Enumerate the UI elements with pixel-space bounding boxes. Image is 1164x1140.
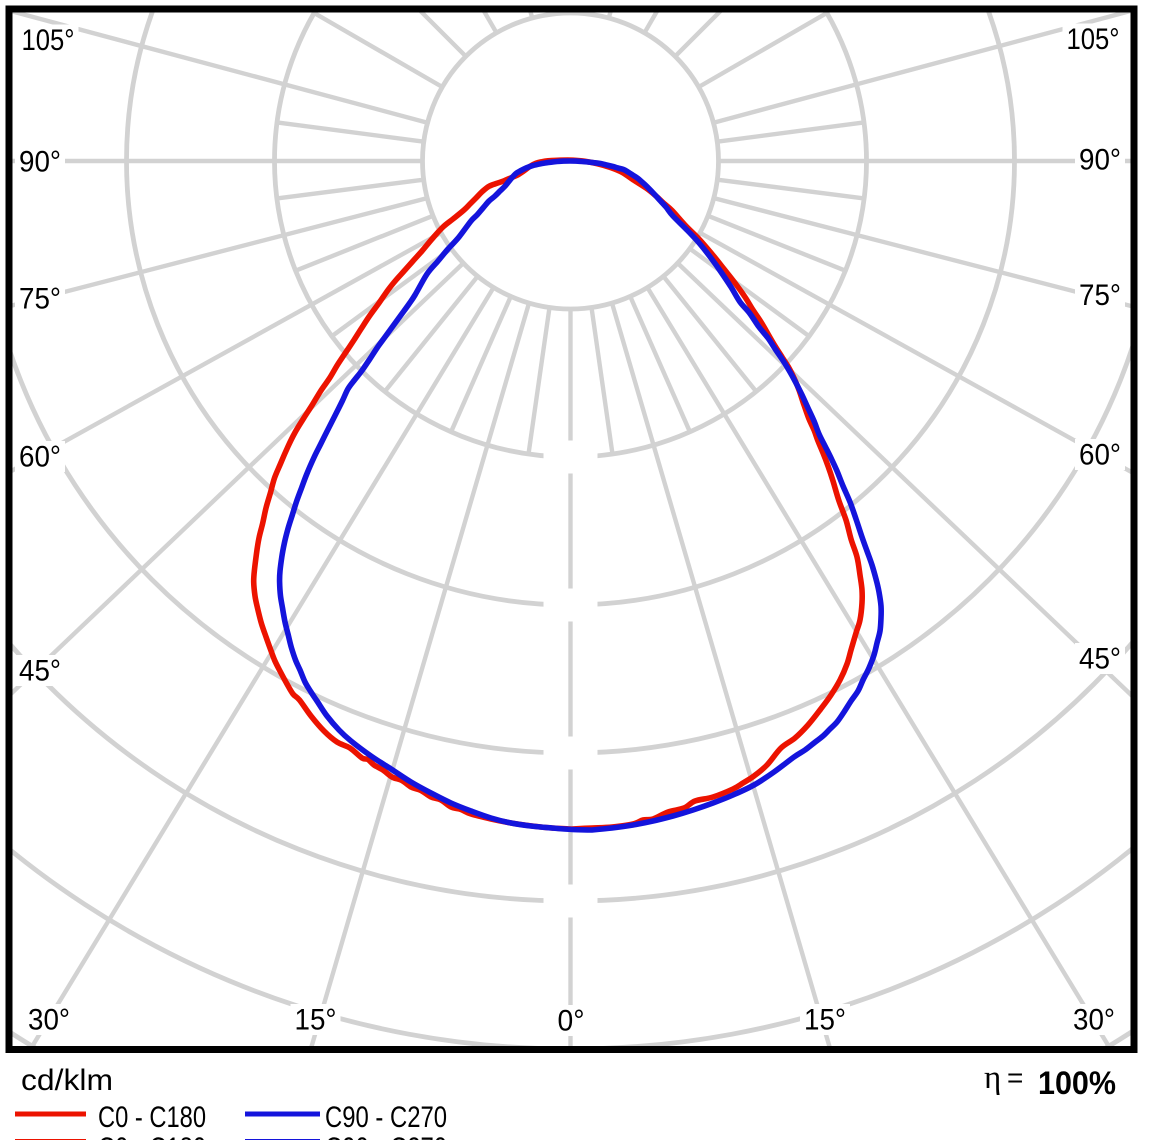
- svg-text:30°: 30°: [1073, 1004, 1115, 1037]
- svg-text:75°: 75°: [1079, 279, 1121, 312]
- svg-text:15°: 15°: [804, 1004, 846, 1037]
- svg-text:75°: 75°: [19, 283, 61, 316]
- svg-text:C0 - C180: C0 - C180: [98, 1101, 206, 1134]
- svg-text:η: η: [984, 1060, 1001, 1096]
- svg-text:105°: 105°: [1067, 23, 1120, 56]
- svg-text:15°: 15°: [295, 1004, 337, 1037]
- svg-text:=: =: [1007, 1062, 1023, 1093]
- svg-text:cd/klm: cd/klm: [21, 1064, 113, 1097]
- svg-text:45°: 45°: [1079, 643, 1121, 676]
- svg-text:90°: 90°: [19, 146, 61, 179]
- svg-text:60°: 60°: [19, 441, 61, 474]
- svg-text:0°: 0°: [558, 1005, 585, 1038]
- svg-text:C0 - C180: C0 - C180: [98, 1132, 206, 1140]
- svg-text:30°: 30°: [28, 1004, 70, 1037]
- svg-text:C90 - C270: C90 - C270: [325, 1101, 447, 1134]
- svg-text:90°: 90°: [1079, 144, 1121, 177]
- svg-text:60°: 60°: [1079, 439, 1121, 472]
- svg-text:C90 - C270: C90 - C270: [325, 1132, 447, 1140]
- svg-text:100%: 100%: [1038, 1065, 1116, 1101]
- svg-text:105°: 105°: [22, 24, 75, 57]
- svg-text:45°: 45°: [19, 655, 61, 688]
